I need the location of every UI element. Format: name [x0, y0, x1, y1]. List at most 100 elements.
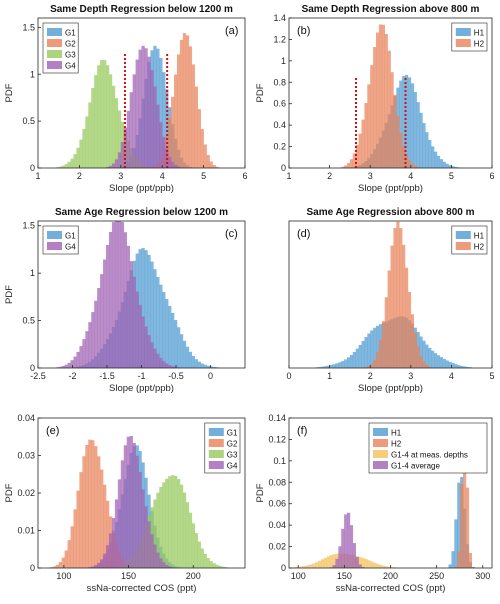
- hist-bar: [468, 552, 472, 568]
- x-tick-label: 5: [449, 171, 454, 181]
- legend-label: G1-4 at meas. depths: [391, 451, 468, 460]
- legend-swatch: [373, 428, 388, 436]
- panel-label: (f): [297, 425, 307, 437]
- hist-bar: [428, 347, 432, 368]
- hist-bar: [413, 332, 417, 368]
- y-axis-label: PDF: [255, 83, 266, 102]
- x-axis-label: ssNa-corrected COS (ppt): [336, 583, 446, 594]
- hist-bar: [451, 551, 455, 568]
- hist-bar: [150, 534, 154, 568]
- hist-bar: [378, 564, 383, 568]
- hist-bar: [315, 562, 319, 568]
- hist-bar: [422, 340, 426, 368]
- hist-bar: [364, 102, 368, 168]
- hist-bar: [156, 353, 160, 368]
- x-tick-label: 6: [489, 171, 494, 181]
- hist-bar: [182, 33, 187, 168]
- x-tick-label: 2: [77, 171, 82, 181]
- hist-bar: [402, 244, 406, 368]
- hist-bar: [117, 110, 122, 168]
- hist-bar: [352, 543, 356, 568]
- hist-bar: [349, 354, 354, 368]
- hist-bar: [165, 478, 169, 568]
- hist-bar: [361, 119, 365, 168]
- hist-bar: [448, 165, 452, 168]
- hist-bar: [141, 316, 145, 368]
- hist-bar: [373, 46, 377, 168]
- legend-label: G4: [65, 243, 76, 252]
- y-tick-label: 1.5: [22, 221, 35, 231]
- series-g4: [88, 436, 175, 568]
- hist-bar: [70, 158, 74, 168]
- legend-swatch: [47, 39, 62, 47]
- hist-bar: [457, 365, 461, 368]
- hist-bar: [206, 558, 210, 568]
- hist-bar: [179, 484, 184, 568]
- panel-a: 1 2 3 4 5 6 0 0.5 1 1.5 Same Depth Regression belo…: [4, 4, 248, 194]
- hist-bar: [367, 560, 371, 568]
- y-axis-label: PDF: [4, 483, 15, 502]
- legend: H1 H2 G1-4 at meas. depths G1-4 average: [368, 422, 488, 474]
- hist-bar: [326, 365, 330, 368]
- hist-bar: [162, 136, 166, 168]
- legend-swatch: [47, 28, 62, 36]
- hist-bar: [174, 164, 178, 168]
- legend-label: G3: [227, 451, 238, 460]
- hist-bar: [194, 86, 198, 168]
- y-tick-label: 1: [30, 69, 35, 79]
- y-tick-label: 0: [30, 163, 35, 173]
- hist-bar: [410, 163, 414, 168]
- y-tick-label: 1: [30, 268, 35, 278]
- legend-label: G1: [65, 232, 76, 241]
- y-tick-label: 1.5: [22, 22, 35, 32]
- hist-bar: [103, 259, 107, 368]
- hist-bar: [197, 361, 201, 368]
- hist-bar: [344, 514, 348, 568]
- x-tick-label: 250: [429, 571, 444, 581]
- hist-bar: [212, 165, 216, 168]
- legend-label: H2: [474, 40, 485, 49]
- hist-bar: [88, 322, 92, 368]
- x-tick-label: -2.5: [30, 371, 46, 381]
- hist-bar: [168, 476, 172, 568]
- x-axis-label: Slope (ppt/ppb): [358, 183, 423, 194]
- hist-bar: [135, 291, 139, 368]
- hist-bar: [434, 353, 438, 368]
- hist-bar: [100, 274, 104, 368]
- legend-label: H2: [474, 243, 485, 252]
- x-tick-label: 1: [286, 171, 291, 181]
- hist-bar: [156, 277, 160, 368]
- x-axis-label: Slope (ppt/ppb): [358, 383, 423, 394]
- hist-bar: [117, 152, 122, 168]
- y-tick-label: 0.14: [268, 413, 286, 423]
- hist-bar: [58, 562, 62, 568]
- hist-bar: [402, 76, 406, 168]
- hist-bar: [159, 57, 163, 168]
- hist-bar: [162, 72, 166, 168]
- hist-bar: [52, 566, 57, 568]
- hist-bar: [352, 153, 356, 168]
- x-axis-label: Slope (ppt/ppb): [109, 183, 174, 194]
- hist-bar: [141, 45, 145, 168]
- hist-bar: [378, 24, 383, 168]
- hist-bar: [132, 74, 136, 168]
- hist-bar: [387, 50, 391, 169]
- hist-bar: [108, 74, 113, 168]
- hist-bar: [399, 132, 403, 168]
- hist-bar: [431, 350, 435, 368]
- hist-bar: [329, 365, 333, 368]
- hist-bar: [144, 250, 148, 368]
- hist-bar: [471, 567, 475, 568]
- hist-bar: [108, 533, 113, 568]
- x-tick-label: 1: [35, 171, 40, 181]
- hist-bar: [221, 566, 225, 568]
- hist-bar: [120, 142, 125, 168]
- hist-bar: [361, 557, 365, 568]
- panel-d: 0 1 2 3 4 5 Same Age Regression above 800 m Slo…: [286, 207, 494, 394]
- legend-label: H1: [474, 29, 485, 38]
- hist-bar: [76, 351, 80, 368]
- hist-bar: [419, 355, 423, 368]
- hist-bar: [370, 330, 374, 368]
- hist-bar: [106, 65, 110, 168]
- hist-bar: [338, 362, 342, 368]
